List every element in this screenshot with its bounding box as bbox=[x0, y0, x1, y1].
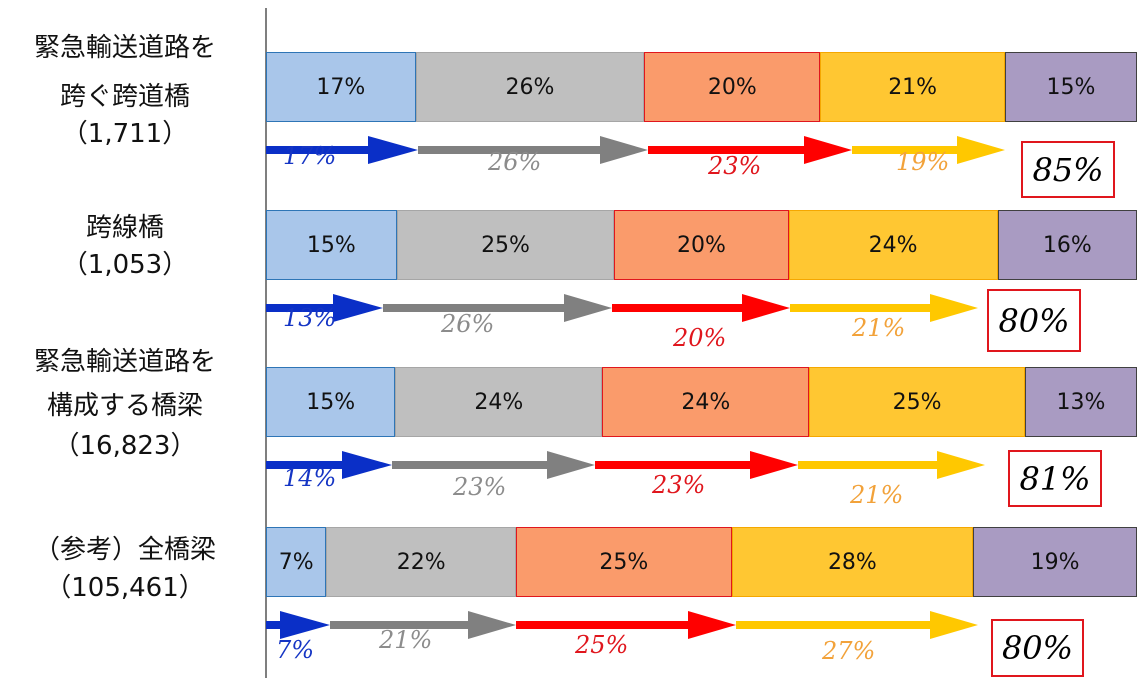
arrow-percent-label: 23% bbox=[708, 152, 762, 180]
arrow-mark bbox=[266, 294, 383, 322]
arrow-percent-label: 7% bbox=[276, 636, 315, 664]
category-label-line: 跨線橋 bbox=[85, 213, 164, 243]
arrow-mark bbox=[595, 451, 798, 479]
bar-segment: 28% bbox=[731, 527, 974, 597]
bar-row: 15% 24% 24% 25% 13% bbox=[266, 367, 1137, 437]
arrow-percent-label: 20% bbox=[673, 324, 727, 352]
arrow-mark bbox=[798, 451, 985, 479]
bar-segment-label: 25% bbox=[481, 232, 530, 258]
arrow-percent-label: 19% bbox=[896, 148, 950, 176]
arrow-mark bbox=[330, 611, 516, 639]
bar-segment-label: 28% bbox=[827, 549, 877, 575]
bar-segment: 24% bbox=[395, 367, 603, 437]
bar-segment-label: 25% bbox=[892, 389, 942, 415]
bar-segment: 15% bbox=[266, 210, 397, 280]
bar-segment: 20% bbox=[644, 52, 821, 122]
bar-segment: 13% bbox=[1024, 367, 1137, 437]
arrow-mark bbox=[266, 611, 330, 639]
bar-segment: 24% bbox=[788, 210, 998, 280]
category-label-line: （16,823） bbox=[53, 431, 197, 461]
bar-segment-label: 17% bbox=[316, 74, 366, 100]
bar-row: 7% 22% 25% 28% 19% bbox=[266, 527, 1137, 597]
bar-segment: 19% bbox=[973, 527, 1137, 597]
category-label-line: （参考）全橋梁 bbox=[33, 535, 216, 565]
total-percent-box: 85% bbox=[1021, 141, 1115, 198]
bar-segment-label: 15% bbox=[306, 389, 356, 415]
bar-segment: 25% bbox=[809, 367, 1025, 437]
bar-segment: 24% bbox=[602, 367, 810, 437]
bar-segment: 21% bbox=[820, 52, 1006, 122]
bar-row: 15% 25% 20% 24% 16% bbox=[266, 210, 1137, 280]
bar-segment-label: 19% bbox=[1030, 549, 1080, 575]
bar-segment-label: 15% bbox=[306, 232, 356, 258]
arrow-percent-label: 21% bbox=[852, 314, 906, 342]
total-percent-box: 81% bbox=[1008, 450, 1102, 507]
total-percent-box: 80% bbox=[991, 619, 1084, 677]
bar-segment: 22% bbox=[326, 527, 517, 597]
bar-segment-label: 16% bbox=[1042, 232, 1092, 258]
arrow-percent-label: 14% bbox=[283, 464, 337, 492]
bar-segment-label: 7% bbox=[278, 549, 314, 575]
bar-segment-label: 24% bbox=[868, 232, 918, 258]
arrow-percent-label: 21% bbox=[379, 626, 433, 654]
bar-segment-label: 24% bbox=[474, 389, 524, 415]
arrow-mark bbox=[648, 136, 852, 164]
bar-segment-label: 20% bbox=[707, 74, 757, 100]
arrow-percent-label: 25% bbox=[575, 631, 629, 659]
bar-row: 17% 26% 20% 21% 15% bbox=[266, 52, 1137, 122]
arrow-percent-label: 13% bbox=[283, 304, 337, 332]
category-label-line: 跨ぐ跨道橋 bbox=[59, 82, 190, 112]
arrow-mark bbox=[383, 294, 612, 322]
bar-segment-label: 26% bbox=[505, 74, 555, 100]
arrow-percent-label: 23% bbox=[453, 473, 507, 501]
bar-segment-label: 21% bbox=[888, 74, 938, 100]
bar-segment-label: 15% bbox=[1046, 74, 1096, 100]
bar-segment: 25% bbox=[396, 210, 615, 280]
bar-segment: 25% bbox=[516, 527, 732, 597]
arrow-percent-label: 26% bbox=[488, 148, 542, 176]
arrow-mark bbox=[266, 136, 418, 164]
category-label-line: 構成する橋梁 bbox=[46, 391, 203, 421]
arrow-percent-label: 26% bbox=[441, 310, 495, 338]
bar-segment: 16% bbox=[997, 210, 1137, 280]
arrow-mark bbox=[418, 136, 648, 164]
bar-segment: 26% bbox=[415, 52, 645, 122]
bar-segment: 15% bbox=[1005, 52, 1137, 122]
arrow-mark bbox=[852, 136, 1005, 164]
category-label-line: 緊急輸送道路を bbox=[33, 33, 216, 63]
arrow-mark bbox=[790, 294, 978, 322]
arrow-mark bbox=[392, 451, 595, 479]
category-label-line: 緊急輸送道路を bbox=[33, 347, 216, 377]
y-axis-line bbox=[265, 8, 267, 678]
arrow-percent-label: 23% bbox=[652, 471, 706, 499]
bar-segment-label: 13% bbox=[1056, 389, 1106, 415]
arrow-percent-label: 17% bbox=[283, 142, 337, 170]
category-label-line: （1,053） bbox=[61, 250, 189, 280]
arrow-percent-label: 21% bbox=[850, 481, 904, 509]
bar-segment: 15% bbox=[266, 367, 396, 437]
bar-segment: 17% bbox=[266, 52, 416, 122]
bar-segment: 7% bbox=[266, 527, 327, 597]
bar-segment-label: 24% bbox=[681, 389, 731, 415]
bar-segment: 20% bbox=[614, 210, 789, 280]
bar-segment-label: 20% bbox=[677, 232, 726, 258]
arrow-mark bbox=[612, 294, 790, 322]
bar-segment-label: 25% bbox=[599, 549, 649, 575]
category-label-line: （1,711） bbox=[61, 119, 189, 149]
category-label-line: （105,461） bbox=[45, 573, 205, 603]
arrow-percent-label: 27% bbox=[822, 637, 876, 665]
arrow-mark bbox=[516, 611, 736, 639]
bar-segment-label: 22% bbox=[396, 549, 446, 575]
arrow-mark bbox=[266, 451, 392, 479]
arrow-mark bbox=[736, 611, 978, 639]
total-percent-box: 80% bbox=[987, 289, 1081, 352]
